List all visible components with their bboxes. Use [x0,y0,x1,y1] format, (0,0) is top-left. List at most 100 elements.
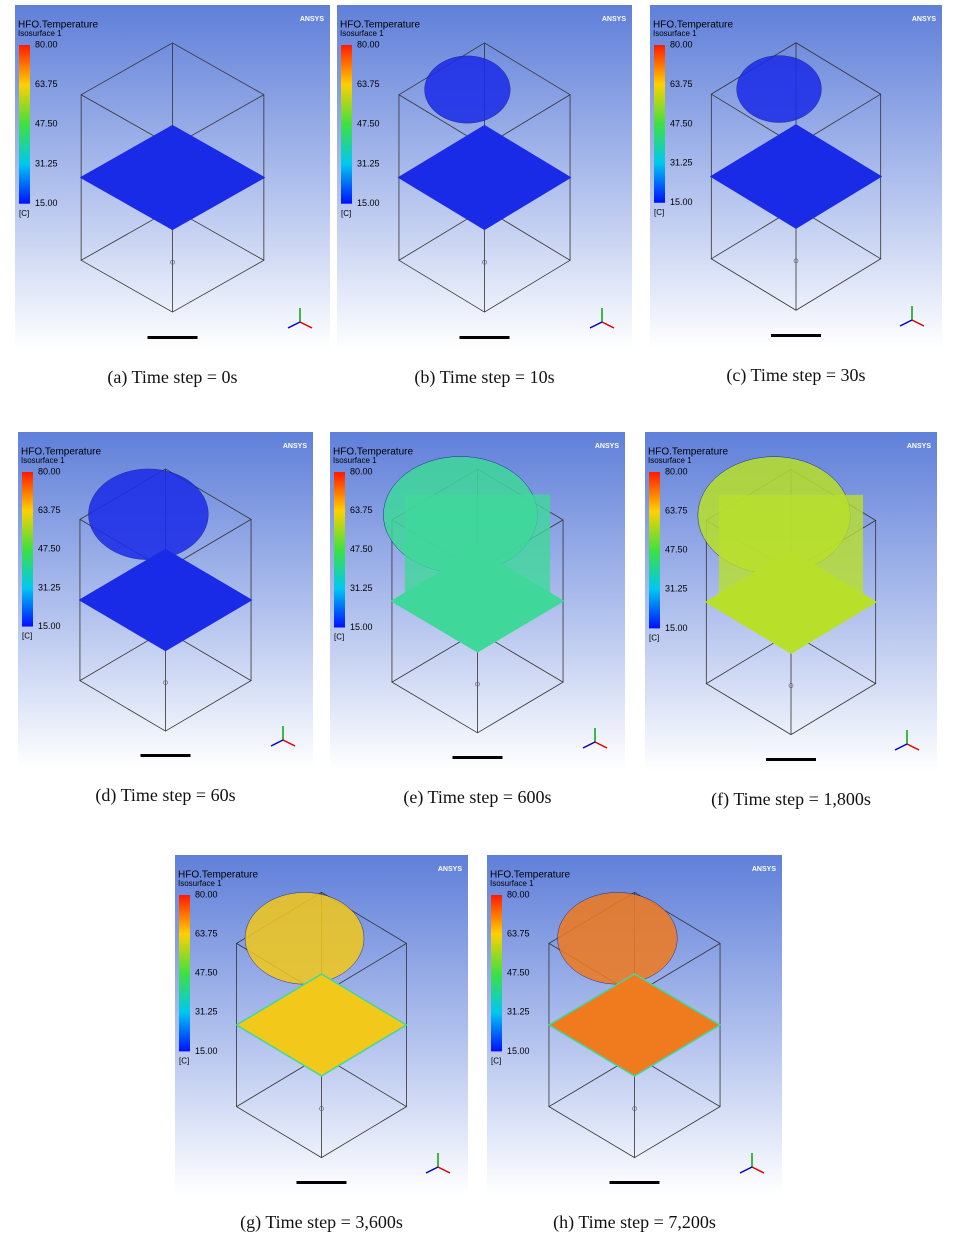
caption: (b) Time step = 10s [414,367,554,388]
colorbar-tick-label: 15.00 [357,198,380,208]
caption: (d) Time step = 60s [95,785,235,806]
colorbar-unit: [C] [179,1057,189,1066]
colorbar-tick-label: 80.00 [195,889,218,899]
legend-title: HFO.Temperature [648,447,728,458]
brand: ANSYS [602,16,626,23]
axis-z [287,321,301,329]
colorbar-tick-label: 31.25 [670,158,693,168]
isosurface [390,549,565,653]
colorbar-tick-label: 47.50 [507,968,530,978]
colorbar-tick-label: 31.25 [357,158,380,168]
colorbar-tick-label: 63.75 [507,928,530,938]
scale-bar [609,1181,660,1184]
isosurface-blob [736,55,822,123]
brand: ANSYS [907,443,931,450]
colorbar [19,45,30,204]
isosurface-blob [244,892,365,985]
isosurface [78,548,253,652]
probe [632,1106,637,1111]
colorbar [179,895,190,1052]
colorbar-tick-label: 31.25 [195,1007,218,1017]
scale-bar [766,758,816,761]
legend-title: HFO.Temperature [178,870,258,881]
scale-bar [771,334,821,337]
legend-title: HFO.Temperature [490,870,570,881]
legend-subtitle: Isosurface 1 [648,456,692,465]
legend-title: HFO.Temperature [340,20,420,31]
colorbar [22,472,33,627]
colorbar-tick-label: 15.00 [665,623,688,633]
colorbar-tick-label: 15.00 [507,1046,530,1056]
colorbar [491,895,502,1052]
axis-z [582,741,596,749]
colorbar-tick-label: 31.25 [350,583,373,593]
colorbar [654,45,665,203]
colorbar-tick-label: 47.50 [350,544,373,554]
colorbar [334,472,345,628]
probe [163,680,168,685]
colorbar [341,45,352,204]
caption: (g) Time step = 3,600s [240,1212,403,1233]
brand: ANSYS [283,443,307,450]
legend-subtitle: Isosurface 1 [333,456,377,465]
brand: ANSYS [300,16,324,23]
axis-x [437,1166,451,1174]
colorbar-tick-label: 15.00 [195,1046,218,1056]
colorbar-tick-label: 80.00 [507,889,530,899]
probe [482,259,487,265]
colorbar-tick-label: 47.50 [357,119,380,129]
colorbar-tick-label: 15.00 [350,622,373,632]
colorbar-unit: [C] [334,633,344,642]
colorbar-tick-label: 63.75 [665,505,688,515]
colorbar-tick-label: 63.75 [195,928,218,938]
axis-z [425,1166,439,1174]
colorbar-tick-label: 15.00 [38,621,61,631]
colorbar-tick-label: 15.00 [670,197,693,207]
legend-subtitle: Isosurface 1 [21,456,65,465]
caption: (f) Time step = 1,800s [711,789,871,810]
colorbar [649,472,660,629]
legend-title: HFO.Temperature [21,447,101,458]
axis-z [270,739,284,747]
legend-subtitle: Isosurface 1 [178,879,222,888]
colorbar-tick-label: 63.75 [350,505,373,515]
colorbar-tick-label: 47.50 [670,118,693,128]
axis-z [589,321,603,329]
colorbar-tick-label: 80.00 [350,466,373,476]
legend-title: HFO.Temperature [653,20,733,31]
colorbar-tick-label: 47.50 [665,545,688,555]
axis-x [282,739,296,747]
legend-subtitle: Isosurface 1 [653,29,697,38]
axis-x [299,321,313,329]
caption: (c) Time step = 30s [726,365,865,386]
axis-x [911,319,925,327]
legend-subtitle: Isosurface 1 [18,29,62,38]
isosurface [709,124,883,229]
caption: (h) Time step = 7,200s [553,1212,716,1233]
scale-bar [452,756,503,759]
caption: (a) Time step = 0s [107,367,237,388]
colorbar-tick-label: 31.25 [38,582,61,592]
axis-x [594,741,608,749]
isosurface [235,973,408,1077]
probe [788,683,794,688]
isosurface [397,124,572,231]
axis-z [899,319,913,327]
isosurface-blob [424,55,511,124]
colorbar-tick-label: 63.75 [38,505,61,515]
colorbar-tick-label: 47.50 [38,544,61,554]
probe [475,681,480,687]
legend-subtitle: Isosurface 1 [340,29,384,38]
colorbar-unit: [C] [341,209,351,218]
legend-title: HFO.Temperature [333,447,413,458]
probe [793,258,799,264]
colorbar-tick-label: 63.75 [357,79,380,89]
isosurface-blob [88,468,209,560]
